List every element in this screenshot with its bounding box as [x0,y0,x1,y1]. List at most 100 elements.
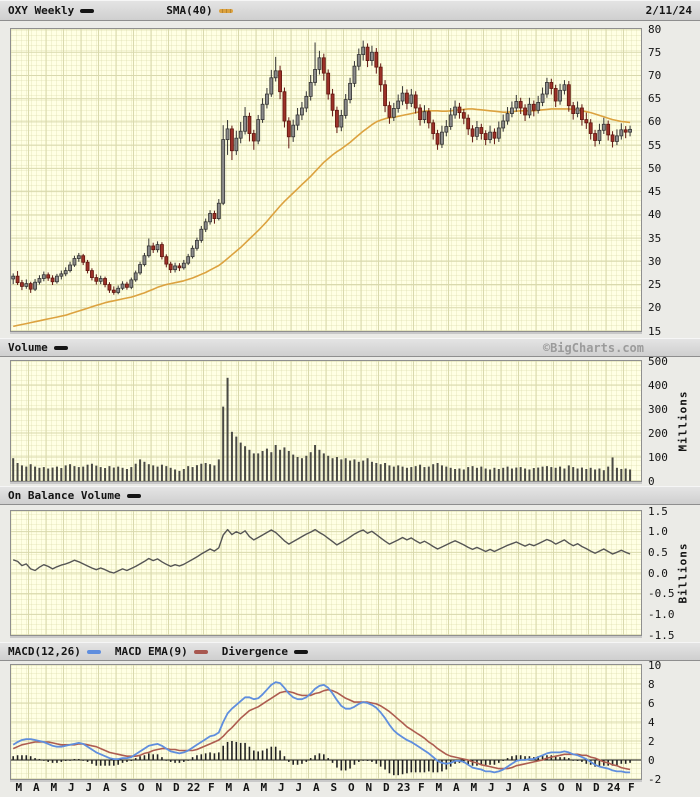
y-tick-label: 200 [648,426,668,440]
divergence-legend-swatch-icon [293,649,308,654]
x-month-label: D [382,781,390,794]
y-tick-label: 70 [648,69,662,82]
x-month-label: F [627,781,635,794]
y-tick-label: -2 [648,772,662,786]
x-month-label: 23 [397,781,411,794]
y-tick-label: 75 [648,45,662,59]
y-tick-label: 20 [648,301,662,315]
volume-unit-label: Millions [676,390,690,452]
symbol-legend: OXY Weekly [8,4,95,17]
divergence-legend: Divergence [222,645,308,658]
macd-legend: MACD(12,26) [8,645,101,658]
y-tick-label: -1.0 [648,607,675,621]
y-tick-label: 1.5 [648,504,668,518]
y-tick-label: 300 [648,402,668,416]
x-month-label: M [260,781,268,794]
x-month-label: J [85,781,93,794]
y-tick-label: 0.5 [648,545,668,559]
x-month-label: D [592,781,600,794]
x-month-label: M [435,781,443,794]
x-month-label: M [470,781,478,794]
y-tick-label: 6 [648,696,655,710]
x-month-label: A [242,781,250,794]
x-month-label: S [330,781,338,794]
x-month-label: N [155,781,163,794]
x-month-label: M [50,781,58,794]
macd-ema-label: MACD EMA(9) [114,645,188,658]
y-tick-label: 400 [648,378,668,392]
macd-legend-swatch-icon [86,649,101,654]
volume-chart [10,360,642,482]
volume-label: Volume [8,341,48,354]
obv-panel-header: On Balance Volume [0,486,700,505]
y-tick-label: 40 [648,208,662,222]
x-month-label: N [575,781,583,794]
y-tick-label: 25 [648,278,662,291]
x-month-label: O [137,781,145,794]
obv-legend-swatch-icon [126,493,141,498]
y-tick-label: 0 [648,474,655,488]
obv-unit-label: Billions [676,542,690,604]
x-month-label: S [540,781,548,794]
sma-label: SMA(40) [166,4,213,17]
y-tick-label: 4 [648,715,655,729]
x-month-label: J [505,781,513,794]
macd-label: MACD(12,26) [8,645,81,658]
x-month-label: S [120,781,128,794]
price-panel-header: OXY Weekly SMA(40) 2/11/24 [0,0,700,21]
x-month-label: J [67,781,75,794]
obv-legend: On Balance Volume [8,489,141,502]
sma-legend-swatch-icon [218,8,233,13]
macd-ema-legend-swatch-icon [193,649,208,654]
y-tick-label: 55 [648,138,662,152]
x-axis-labels: M A M J J A S O N D 22 F M A M J J A S O N D 23 F M A M J J A S O N D 24 F [0,780,700,797]
y-tick-label: 80 [648,22,662,36]
y-tick-label: 65 [648,92,662,106]
volume-legend-swatch-icon [53,345,68,350]
x-month-label: J [277,781,285,794]
x-month-label: M [15,781,23,794]
x-month-label: O [347,781,355,794]
x-month-label: J [295,781,303,794]
y-tick-label: 8 [648,677,655,691]
y-tick-label: 0.0 [648,566,668,580]
y-tick-label: 500 [648,354,668,368]
watermark: ©BigCharts.com [542,340,644,355]
volume-legend: Volume [8,341,68,354]
macd-panel-header: MACD(12,26) MACD EMA(9) Divergence [0,642,700,661]
macd-ema-legend: MACD EMA(9) [115,645,208,658]
symbol-label: OXY Weekly [8,4,75,17]
sma-legend: SMA(40) [166,4,233,17]
obv-label: On Balance Volume [8,489,121,502]
chart-date: 2/11/24 [645,4,692,17]
volume-panel-header: Volume ©BigCharts.com [0,338,700,357]
x-month-label: A [102,781,110,794]
y-tick-label: 10 [648,658,662,672]
x-month-label: A [452,781,460,794]
y-tick-label: 1.0 [648,525,668,539]
y-tick-label: 15 [648,324,662,338]
y-tick-label: 45 [648,185,662,199]
x-month-label: 24 [607,781,621,794]
y-tick-label: 0 [648,753,655,767]
y-tick-label: 60 [648,115,662,129]
x-month-label: 22 [187,781,201,794]
price-legend-swatch-icon [80,8,95,13]
y-tick-label: 2 [648,734,655,748]
x-month-label: A [32,781,40,794]
y-tick-label: -0.5 [648,587,675,601]
x-month-label: M [225,781,233,794]
x-month-label: O [557,781,565,794]
x-month-label: F [417,781,425,794]
x-month-label: F [207,781,215,794]
y-tick-label: -1.5 [648,628,675,642]
x-month-label: A [312,781,320,794]
y-tick-label: 30 [648,254,662,268]
divergence-label: Divergence [221,645,288,658]
x-month-label: J [487,781,495,794]
y-tick-label: 50 [648,161,662,175]
obv-chart [10,510,642,636]
x-month-label: A [522,781,530,794]
macd-chart [10,664,642,780]
x-month-label: D [172,781,180,794]
